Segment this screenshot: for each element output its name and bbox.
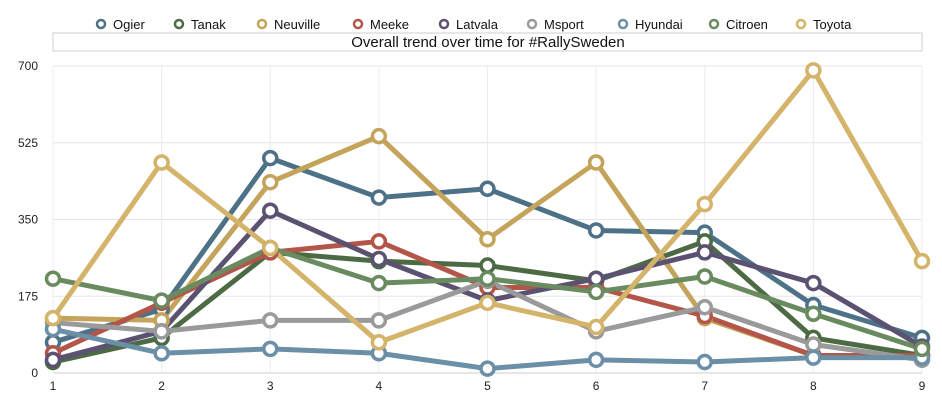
x-tick-label: 1: [50, 379, 57, 393]
y-tick-label: 700: [18, 59, 38, 73]
data-point-citroen[interactable]: [913, 340, 931, 358]
data-point-hyundai[interactable]: [587, 351, 605, 369]
legend-marker: [795, 18, 807, 30]
legend-label: Tanak: [191, 17, 226, 32]
y-tick-label: 175: [18, 289, 38, 303]
data-point-citroen[interactable]: [44, 270, 62, 287]
data-point-hyundai[interactable]: [696, 353, 713, 371]
data-point-toyota[interactable]: [805, 62, 822, 79]
x-tick-label: 4: [376, 379, 383, 393]
data-point-ogier[interactable]: [370, 189, 388, 206]
legend-marker: [95, 18, 107, 30]
legend-marker: [256, 18, 268, 30]
legend-label: Latvala: [456, 17, 499, 32]
data-point-ogier[interactable]: [587, 222, 605, 239]
y-tick-label: 0: [31, 366, 38, 380]
legend-label: Toyota: [813, 17, 852, 32]
data-point-neuville[interactable]: [262, 173, 279, 191]
legend-label: Neuville: [274, 17, 320, 32]
data-point-latvala[interactable]: [805, 274, 822, 292]
data-point-citroen[interactable]: [587, 283, 605, 301]
data-point-msport[interactable]: [696, 298, 713, 316]
data-point-msport[interactable]: [370, 312, 388, 329]
data-point-neuville[interactable]: [370, 127, 388, 145]
legend-item-neuville[interactable]: Neuville: [256, 17, 320, 32]
x-tick-label: 6: [593, 379, 600, 393]
chart-title: Overall trend over time for #RallySweden: [351, 34, 624, 51]
legend-item-meeke[interactable]: Meeke: [352, 17, 409, 32]
legend-marker: [173, 18, 185, 30]
data-point-toyota[interactable]: [479, 294, 496, 312]
legend-item-citroen[interactable]: Citroen: [708, 17, 768, 32]
x-axis-ticks: 1 2 3 4 5 6 7 8 9: [50, 379, 926, 393]
legend-label: Citroen: [726, 17, 768, 32]
data-point-citroen[interactable]: [696, 268, 713, 285]
series-points: [44, 62, 931, 377]
legend-item-msport[interactable]: Msport: [526, 17, 584, 32]
data-point-hyundai[interactable]: [805, 349, 822, 366]
legend-marker: [526, 18, 538, 30]
legend-marker: [438, 18, 450, 30]
data-point-toyota[interactable]: [44, 309, 62, 327]
data-point-citroen[interactable]: [479, 270, 496, 287]
data-point-hyundai[interactable]: [262, 340, 279, 358]
legend-marker: [708, 18, 720, 30]
legend-label: Hyundai: [635, 17, 683, 32]
data-point-toyota[interactable]: [262, 239, 279, 257]
data-point-toyota[interactable]: [913, 252, 931, 270]
data-point-latvala[interactable]: [370, 250, 388, 268]
data-point-toyota[interactable]: [587, 318, 605, 336]
data-point-toyota[interactable]: [696, 195, 713, 213]
data-point-neuville[interactable]: [479, 230, 496, 248]
y-tick-label: 350: [18, 213, 38, 227]
legend-item-tanak[interactable]: Tanak: [173, 17, 226, 32]
legend-marker: [617, 18, 629, 30]
x-tick-label: 3: [267, 379, 274, 393]
x-tick-label: 7: [701, 379, 708, 393]
x-tick-label: 9: [919, 379, 926, 393]
legend-marker: [352, 18, 364, 30]
data-point-msport[interactable]: [262, 312, 279, 329]
data-point-toyota[interactable]: [370, 334, 388, 351]
legend-label: Msport: [544, 17, 584, 32]
data-point-citroen[interactable]: [805, 305, 822, 323]
legend-item-toyota[interactable]: Toyota: [795, 17, 852, 32]
legend-item-hyundai[interactable]: Hyundai: [617, 17, 683, 32]
data-point-citroen[interactable]: [153, 292, 170, 309]
data-point-hyundai[interactable]: [479, 360, 496, 377]
data-point-ogier[interactable]: [262, 149, 279, 167]
x-tick-label: 2: [158, 379, 165, 393]
data-point-latvala[interactable]: [262, 202, 279, 219]
data-point-meeke[interactable]: [370, 233, 388, 250]
data-point-neuville[interactable]: [587, 154, 605, 171]
data-point-msport[interactable]: [153, 323, 170, 340]
data-point-latvala[interactable]: [44, 351, 62, 369]
title-box: [52, 32, 923, 52]
data-point-latvala[interactable]: [696, 244, 713, 261]
y-tick-label: 525: [18, 136, 38, 150]
data-point-latvala[interactable]: [587, 270, 605, 287]
legend-label: Meeke: [370, 17, 409, 32]
legend-item-ogier[interactable]: Ogier: [95, 17, 145, 32]
legend-label: Ogier: [113, 17, 145, 32]
x-tick-label: 8: [810, 379, 817, 393]
data-point-ogier[interactable]: [479, 180, 496, 198]
data-point-toyota[interactable]: [153, 154, 170, 171]
data-point-hyundai[interactable]: [153, 345, 170, 362]
data-point-citroen[interactable]: [370, 274, 388, 292]
legend-item-latvala[interactable]: Latvala: [438, 17, 499, 32]
data-point-tanak[interactable]: [479, 257, 496, 274]
y-axis-ticks: 0 175 350 525 700: [18, 59, 38, 380]
x-tick-label: 5: [484, 379, 491, 393]
legend: Ogier Tanak Neuville Meeke Latvala Msport Hyun…: [95, 17, 852, 32]
data-point-msport[interactable]: [805, 336, 822, 353]
